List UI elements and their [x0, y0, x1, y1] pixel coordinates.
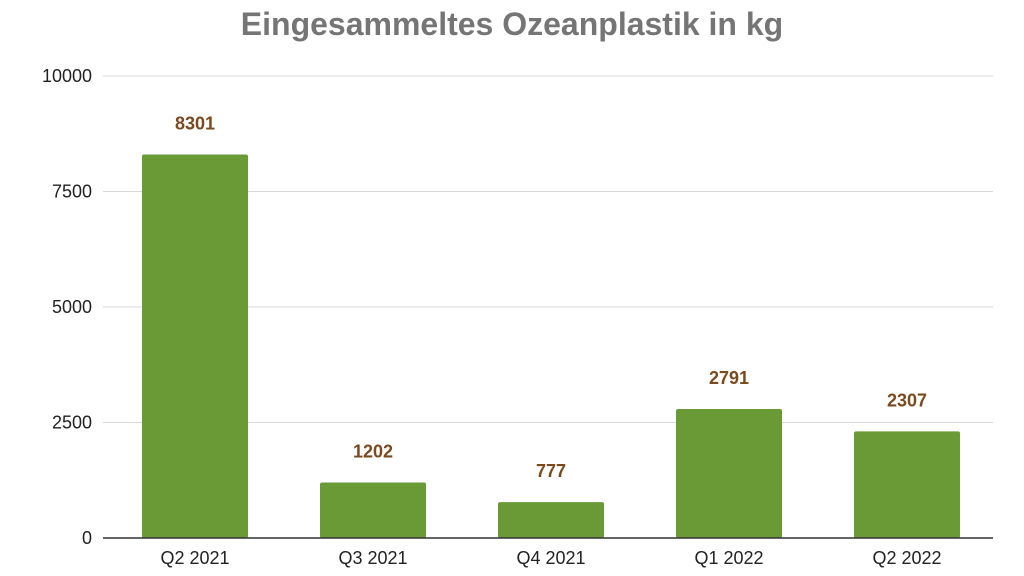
- data-labels: 8301 1202 777 2791 2307: [175, 113, 927, 481]
- y-axis-ticks: 0 2500 5000 7500 10000: [42, 66, 92, 548]
- data-label: 2307: [887, 390, 927, 410]
- x-axis-ticks: Q2 2021 Q3 2021 Q4 2021 Q1 2022 Q2 2022: [160, 548, 941, 568]
- bar-q1-2022: [676, 409, 782, 538]
- x-tick-label: Q4 2021: [516, 548, 585, 568]
- bars: [142, 154, 960, 538]
- x-tick-label: Q2 2022: [872, 548, 941, 568]
- x-tick-label: Q2 2021: [160, 548, 229, 568]
- x-tick-label: Q1 2022: [694, 548, 763, 568]
- bar-q2-2021: [142, 154, 248, 538]
- y-tick-label: 0: [82, 528, 92, 548]
- data-label: 8301: [175, 113, 215, 133]
- y-tick-label: 5000: [52, 297, 92, 317]
- y-tick-label: 7500: [52, 182, 92, 202]
- data-label: 1202: [353, 441, 393, 461]
- y-tick-label: 2500: [52, 413, 92, 433]
- x-tick-label: Q3 2021: [338, 548, 407, 568]
- bar-q3-2021: [320, 482, 426, 538]
- chart-title: Eingesammeltes Ozeanplastik in kg: [240, 6, 784, 42]
- bar-q4-2021: [498, 502, 604, 538]
- gridlines: [103, 75, 993, 423]
- data-label: 2791: [709, 368, 749, 388]
- y-tick-label: 10000: [42, 66, 92, 86]
- bar-q2-2022: [854, 431, 960, 538]
- data-label: 777: [536, 461, 566, 481]
